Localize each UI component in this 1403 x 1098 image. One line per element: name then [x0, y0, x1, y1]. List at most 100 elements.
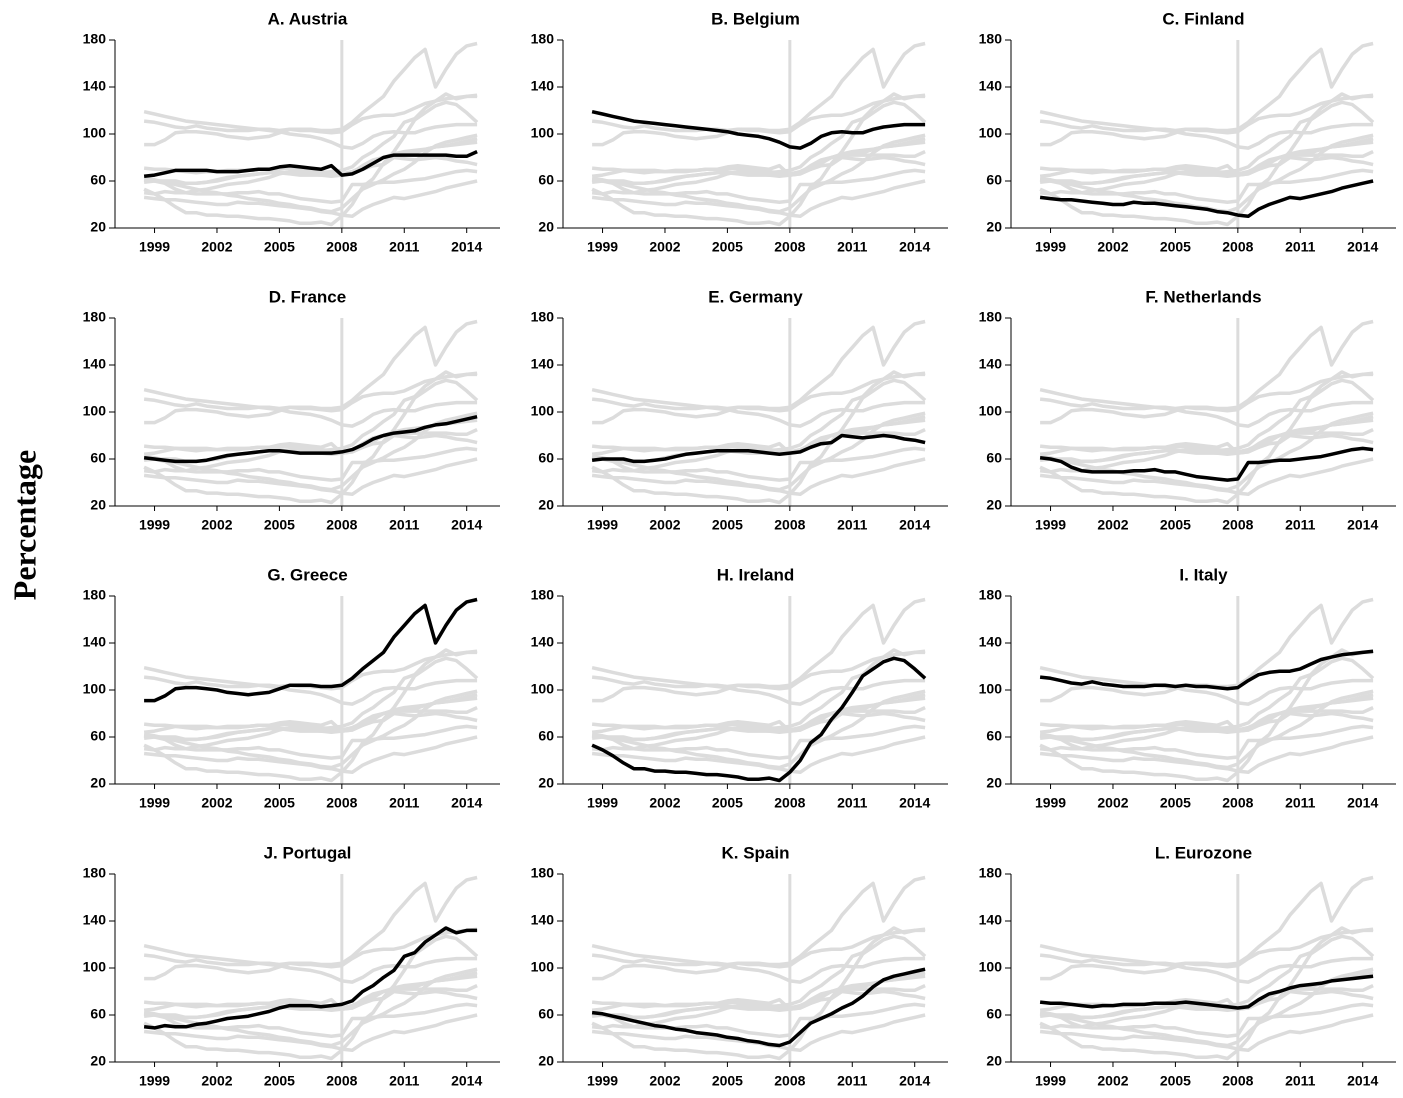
y-tick-label: 180 [83, 31, 107, 47]
context-line [1039, 665, 1374, 706]
y-tick-label: 180 [979, 309, 1003, 325]
panel-title: G. Greece [267, 565, 347, 584]
context-line [1039, 967, 1374, 1048]
x-tick-label: 2014 [1347, 239, 1378, 255]
x-tick-label: 2014 [1347, 795, 1378, 811]
context-line [591, 140, 926, 176]
x-tick-label: 2005 [712, 239, 743, 255]
series-line [143, 414, 478, 464]
context-line [1039, 411, 1374, 492]
y-tick-label: 140 [531, 78, 555, 94]
y-tick-label: 180 [979, 865, 1003, 881]
y-tick-label: 20 [986, 497, 1002, 513]
panel-title: H. Ireland [717, 565, 794, 584]
series-line [1039, 179, 1374, 219]
y-tick-label: 60 [538, 1006, 554, 1022]
y-tick-label: 100 [531, 959, 555, 975]
context-line [143, 411, 478, 492]
context-line [1039, 378, 1375, 505]
context-line [591, 371, 926, 413]
x-tick-label: 2008 [774, 1073, 805, 1089]
x-tick-label: 2011 [1285, 1073, 1316, 1089]
x-tick-label: 1999 [1035, 1073, 1066, 1089]
x-tick-label: 2002 [201, 795, 232, 811]
x-tick-label: 2005 [264, 517, 295, 533]
context-line [591, 696, 926, 732]
panel-title: C. Finland [1162, 9, 1244, 28]
context-line [1039, 934, 1375, 1061]
context-line [1039, 1002, 1374, 1038]
context-line [1039, 656, 1375, 783]
x-tick-label: 2011 [389, 517, 420, 533]
context-line [591, 378, 927, 505]
y-tick-label: 20 [986, 219, 1002, 235]
x-tick-label: 2011 [1285, 239, 1316, 255]
y-tick-label: 140 [531, 912, 555, 928]
y-tick-label: 140 [979, 912, 1003, 928]
x-tick-label: 2011 [837, 1073, 868, 1089]
context-line [143, 724, 478, 760]
x-tick-label: 2014 [899, 517, 930, 533]
x-tick-label: 2002 [201, 517, 232, 533]
y-axis-label: Percentage [6, 450, 42, 600]
x-tick-label: 2005 [712, 795, 743, 811]
context-line [1039, 93, 1374, 135]
x-tick-label: 2005 [712, 517, 743, 533]
x-tick-label: 2002 [1097, 239, 1128, 255]
y-tick-label: 20 [90, 1053, 106, 1069]
y-tick-label: 140 [979, 356, 1003, 372]
y-tick-label: 60 [90, 728, 106, 744]
x-tick-label: 2008 [774, 517, 805, 533]
y-tick-label: 180 [83, 865, 107, 881]
context-line [143, 93, 478, 135]
x-tick-label: 2002 [1097, 795, 1128, 811]
x-tick-label: 2014 [451, 239, 482, 255]
context-line [1039, 696, 1374, 732]
context-line [143, 665, 478, 706]
x-tick-label: 2011 [837, 795, 868, 811]
y-tick-label: 20 [986, 775, 1002, 791]
panel-title: B. Belgium [711, 9, 800, 28]
y-tick-label: 60 [986, 728, 1002, 744]
context-line [591, 974, 926, 1010]
y-tick-label: 140 [979, 634, 1003, 650]
x-tick-label: 1999 [139, 1073, 170, 1089]
x-tick-label: 2008 [1222, 1073, 1253, 1089]
context-line [1039, 371, 1374, 413]
y-tick-label: 60 [538, 450, 554, 466]
y-tick-label: 100 [979, 681, 1003, 697]
y-tick-label: 20 [538, 1053, 554, 1069]
series-line [143, 926, 478, 1030]
context-line [591, 411, 926, 492]
y-tick-label: 20 [538, 219, 554, 235]
context-line [143, 155, 478, 186]
context-line [591, 100, 927, 227]
series-line [1039, 649, 1374, 691]
x-tick-label: 2002 [201, 239, 232, 255]
context-line [143, 711, 478, 742]
x-tick-label: 2008 [326, 517, 357, 533]
y-tick-label: 140 [531, 634, 555, 650]
context-line [1039, 418, 1374, 454]
context-line [143, 1002, 478, 1038]
y-tick-label: 100 [83, 403, 107, 419]
context-line [591, 446, 926, 482]
y-tick-label: 60 [986, 1006, 1002, 1022]
context-line [591, 927, 926, 969]
x-tick-label: 2002 [201, 1073, 232, 1089]
context-line [143, 656, 479, 783]
y-tick-label: 180 [979, 31, 1003, 47]
context-line [1039, 155, 1374, 186]
x-tick-label: 2014 [451, 517, 482, 533]
context-line [143, 689, 478, 770]
x-tick-label: 2005 [1160, 1073, 1191, 1089]
x-tick-label: 2008 [1222, 795, 1253, 811]
context-line [591, 1002, 926, 1038]
context-line [1039, 109, 1374, 150]
context-line [143, 927, 478, 969]
context-line [591, 133, 926, 214]
y-tick-label: 60 [538, 728, 554, 744]
panel-title: E. Germany [708, 287, 803, 306]
y-tick-label: 60 [90, 172, 106, 188]
panel-title: L. Eurozone [1155, 843, 1252, 862]
